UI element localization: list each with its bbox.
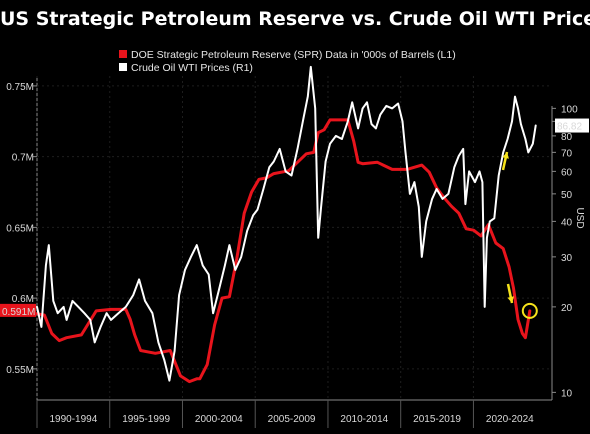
series-group	[35, 65, 537, 384]
x-axis: 1990-1994 1995-1999 2000-2004 2005-2009 2010…	[36, 400, 534, 428]
right-axis-title: USD	[574, 207, 585, 228]
legend-swatch-wti	[119, 63, 127, 71]
x-tick-label: 2020-2024	[486, 414, 534, 425]
right-tick-label: 40	[561, 217, 573, 228]
spr-last-value-label: 0.591M	[2, 307, 35, 318]
left-axis: 0.55M 0.6M 0.65M 0.7M 0.75M	[6, 82, 37, 376]
right-tick-label: 100	[561, 104, 578, 115]
grid	[36, 76, 552, 400]
right-tick-label: 30	[561, 253, 573, 264]
x-tick-label: 1995-1999	[122, 414, 170, 425]
left-tick-label: 0.6M	[12, 294, 34, 305]
right-tick-label: 80	[561, 132, 573, 143]
x-tick-label: 2015-2019	[413, 414, 461, 425]
wti-last-value-label: 86.82	[557, 122, 582, 133]
highlight-circle	[521, 302, 538, 319]
legend: DOE Strategic Petroleum Reserve (SPR) Da…	[119, 49, 456, 74]
left-tick-label: 0.7M	[12, 153, 34, 164]
spr-line	[35, 118, 532, 384]
chart-title: US Strategic Petroleum Reserve vs. Crude…	[0, 8, 590, 30]
legend-label-spr: DOE Strategic Petroleum Reserve (SPR) Da…	[131, 49, 456, 61]
spr-last-value-box	[0, 303, 36, 317]
right-tick-label: 10	[561, 388, 573, 399]
wti-line	[36, 65, 537, 382]
left-tick-label: 0.55M	[6, 365, 34, 376]
plot-frame	[36, 76, 553, 401]
legend-swatch-spr	[119, 50, 127, 58]
annotations: 0.591M 86.82	[0, 118, 589, 319]
x-tick-label: 2000-2004	[195, 414, 243, 425]
right-tick-label: 70	[561, 148, 573, 159]
legend-label-wti: Crude Oil WTI Prices (R1)	[131, 62, 253, 74]
down-arrow-head	[507, 296, 515, 303]
right-tick-label: 20	[561, 303, 573, 314]
left-tick-label: 0.65M	[6, 223, 34, 234]
x-tick-label: 1990-1994	[49, 414, 97, 425]
right-axis: 102030405060708090100USD	[552, 104, 585, 399]
right-tick-label: 60	[561, 167, 573, 178]
up-arrow-head	[502, 152, 509, 159]
x-tick-label: 2005-2009	[268, 414, 316, 425]
x-tick-label: 2010-2014	[340, 414, 388, 425]
wti-last-value-box	[555, 118, 589, 133]
left-tick-label: 0.75M	[6, 82, 34, 93]
right-tick-label: 50	[561, 190, 573, 201]
